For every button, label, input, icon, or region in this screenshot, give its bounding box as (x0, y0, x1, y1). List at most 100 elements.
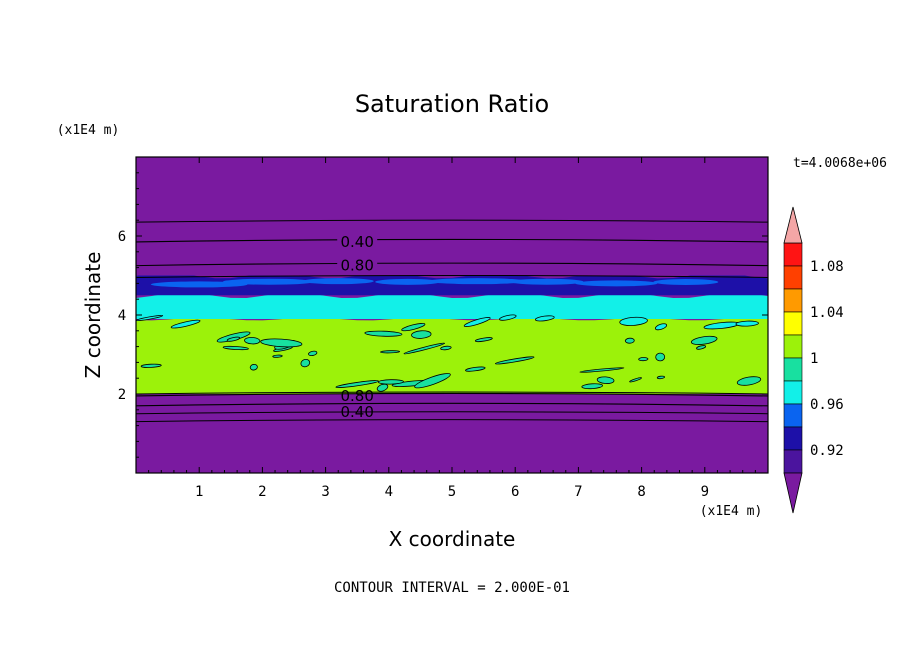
colorbar-cell (783, 449, 803, 474)
texture-patch (534, 315, 555, 322)
texture-patch (440, 345, 452, 351)
texture-patch (494, 356, 535, 365)
contour-line (136, 219, 768, 223)
colorbar-bottom-arrow (783, 472, 803, 514)
texture-patch (376, 383, 389, 392)
texture-patch (140, 363, 162, 368)
y-tick-label: 2 (118, 387, 126, 403)
texture-patch (375, 278, 441, 285)
texture-patch (653, 279, 719, 286)
y-unit-label: (x1E4 m) (57, 123, 120, 138)
texture-patch (736, 376, 762, 386)
texture-patch (638, 357, 649, 362)
plot-area (136, 157, 768, 473)
texture-patch (655, 352, 666, 362)
texture-patch (300, 359, 311, 368)
colorbar-cell (783, 311, 803, 336)
texture-patch (510, 278, 584, 285)
x-tick-label: 3 (321, 484, 329, 500)
x-tick-label: 8 (637, 484, 645, 500)
contour-line-0.80 (136, 392, 768, 397)
contour-label: 0.80 (340, 257, 373, 275)
colorbar-label: 0.96 (810, 397, 844, 413)
colorbar-label: 1.04 (810, 305, 844, 321)
texture-patch (401, 323, 426, 332)
x-unit-label: (x1E4 m) (700, 504, 763, 519)
contour-label: 0.40 (340, 403, 373, 421)
x-tick-label: 5 (448, 484, 456, 500)
y-tick-label: 6 (118, 229, 126, 245)
texture-patch (411, 330, 432, 339)
texture-patch (380, 350, 401, 354)
texture-patch (335, 380, 379, 388)
texture-patch (581, 383, 603, 390)
colorbar-cell (783, 357, 803, 382)
x-tick-label: 4 (385, 484, 393, 500)
colorbar-label: 0.92 (810, 443, 844, 459)
texture-patch (302, 278, 374, 285)
texture-patch (690, 335, 718, 345)
colorbar: 1.08 1.04 1 0.96 0.92 (783, 206, 844, 514)
y-axis-label: Z coordinate (81, 252, 105, 379)
texture-patch (463, 317, 491, 327)
contour-line (136, 274, 768, 278)
texture-patch (150, 281, 248, 288)
colorbar-cell (783, 334, 803, 359)
texture-patch (579, 367, 625, 373)
contour-label: 0.80 (340, 387, 373, 405)
contour-interval-footer: CONTOUR INTERVAL = 2.000E-01 (334, 580, 570, 596)
texture-patch (499, 314, 517, 321)
contour-line-0.40 (136, 238, 768, 243)
contour-line (136, 419, 768, 423)
texture-patch (428, 278, 527, 285)
contour-label: 0.40 (340, 233, 373, 251)
texture-patch (575, 280, 658, 287)
texture-patch (474, 337, 493, 342)
contour-label-bg (337, 256, 378, 271)
band-4 (136, 157, 768, 276)
texture-patch (596, 376, 615, 384)
contour-line-0.80 (136, 262, 768, 267)
colorbar-cell (783, 380, 803, 405)
x-tick-label: 7 (574, 484, 582, 500)
texture-patch (170, 319, 201, 329)
texture-patch (414, 373, 451, 389)
chart-title: Saturation Ratio (355, 90, 549, 118)
texture-patch (696, 345, 707, 350)
texture-patch (364, 330, 403, 337)
texture-patch (735, 320, 759, 327)
texture-patch (272, 354, 283, 358)
texture-patch (308, 350, 318, 357)
colorbar-cell (783, 288, 803, 313)
x-axis-label: X coordinate (389, 527, 516, 551)
colorbar-label: 1.08 (810, 259, 844, 275)
band-3 (136, 272, 768, 296)
texture-patch (244, 337, 261, 345)
texture-patch (377, 379, 404, 385)
contour-line-0.40 (136, 402, 768, 407)
colorbar-cell (783, 403, 803, 428)
texture-patch (222, 278, 315, 285)
contour-line (136, 411, 768, 415)
texture-patch (249, 363, 258, 371)
texture-patch (624, 337, 635, 344)
texture-patch (226, 336, 241, 342)
x-tick-label: 9 (701, 484, 709, 500)
colorbar-top-arrow (783, 206, 803, 244)
colorbar-cell (783, 265, 803, 290)
colorbar-label: 1 (810, 351, 818, 367)
texture-patch (403, 342, 446, 355)
texture-patch (656, 375, 665, 380)
contour-line (136, 391, 768, 395)
band-1 (136, 317, 768, 394)
texture-patch (222, 345, 249, 351)
time-label: t=4.0068e+06 (793, 156, 887, 171)
x-tick-label: 1 (195, 484, 203, 500)
texture-patch (260, 338, 303, 348)
x-tick-label: 6 (511, 484, 519, 500)
texture-patch (654, 323, 668, 331)
contour-label-bg (337, 232, 378, 247)
texture-patch (465, 366, 486, 372)
texture-patch (619, 316, 648, 326)
